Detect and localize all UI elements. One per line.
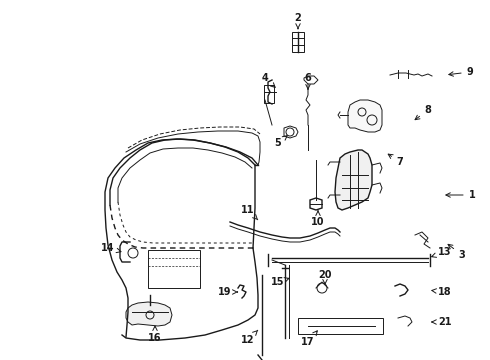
Text: 8: 8 — [415, 105, 431, 120]
Text: 20: 20 — [318, 270, 332, 284]
Polygon shape — [348, 100, 382, 132]
Polygon shape — [335, 150, 372, 210]
Text: 9: 9 — [449, 67, 473, 77]
Text: 16: 16 — [148, 326, 162, 343]
Text: 2: 2 — [294, 13, 301, 29]
Text: 3: 3 — [448, 244, 466, 260]
Text: 6: 6 — [305, 73, 311, 89]
Bar — [298, 318, 383, 334]
Bar — [292, 32, 304, 52]
Bar — [264, 85, 274, 103]
Text: 13: 13 — [432, 247, 452, 257]
Text: 14: 14 — [101, 243, 121, 253]
Text: 19: 19 — [218, 287, 238, 297]
Text: 12: 12 — [241, 330, 258, 345]
Text: 11: 11 — [241, 205, 258, 220]
Text: 15: 15 — [271, 277, 289, 287]
Text: 4: 4 — [262, 73, 275, 87]
Text: 1: 1 — [446, 190, 475, 200]
Polygon shape — [126, 302, 172, 326]
Text: 17: 17 — [301, 331, 318, 347]
Text: 5: 5 — [274, 136, 287, 148]
Text: 21: 21 — [432, 317, 452, 327]
Text: 10: 10 — [311, 211, 325, 227]
Bar — [148, 250, 200, 288]
Text: 18: 18 — [432, 287, 452, 297]
Text: 7: 7 — [388, 154, 403, 167]
